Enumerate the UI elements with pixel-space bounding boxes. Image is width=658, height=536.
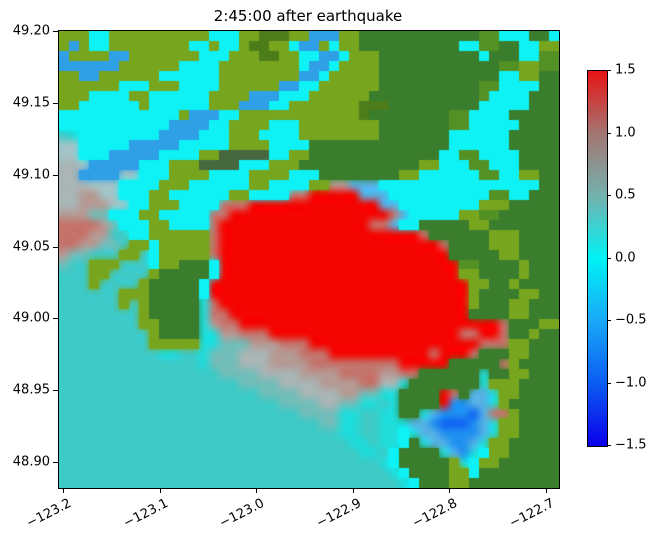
y-tick-label: 49.00 [12,310,50,326]
y-tick-mark [53,175,58,176]
colorbar-tick-mark [607,70,611,71]
colorbar [587,70,608,447]
x-tick-mark [160,488,161,493]
colorbar-tick-label: 1.5 [615,62,636,78]
colorbar-tick-mark [607,320,611,321]
x-tick-mark [63,488,64,493]
colorbar-tick-mark [607,195,611,196]
colorbar-tick-mark [607,445,611,446]
map-plot-area [58,30,560,489]
colorbar-tick-label: 0.0 [615,250,636,265]
colorbar-tick-label: 1.0 [615,125,636,140]
heatmap-canvas [59,31,559,488]
x-tick-label: −123.1 [120,496,171,532]
x-tick-mark [546,488,547,493]
y-tick-label: 48.95 [12,382,50,398]
plot-title: 2:45:00 after earthquake [213,7,403,25]
y-tick-mark [53,247,58,248]
y-tick-mark [53,103,58,104]
y-tick-mark [53,31,58,32]
y-tick-mark [53,462,58,463]
colorbar-tick-label: −1.5 [615,437,647,453]
colorbar-tick-label: 0.5 [615,187,636,203]
y-tick-label: 48.90 [12,454,50,470]
x-tick-mark [353,488,354,493]
x-tick-label: −122.8 [410,496,460,532]
x-tick-mark [449,488,450,493]
colorbar-tick-label: −1.0 [615,375,647,390]
colorbar-tick-mark [607,383,611,384]
y-tick-label: 49.10 [12,167,50,183]
x-tick-label: −122.7 [506,496,557,532]
colorbar-tick-label: −0.5 [615,312,647,328]
x-tick-label: −123.2 [24,496,74,532]
x-tick-label: −123.0 [217,496,267,532]
colorbar-tick-mark [607,133,611,134]
y-tick-mark [53,318,58,319]
y-tick-mark [53,390,58,391]
colorbar-tick-mark [607,258,611,259]
y-tick-label: 49.20 [12,23,50,39]
x-tick-mark [256,488,257,493]
y-tick-label: 49.05 [12,239,50,255]
y-tick-label: 49.15 [12,95,50,111]
x-tick-label: −122.9 [313,496,364,532]
